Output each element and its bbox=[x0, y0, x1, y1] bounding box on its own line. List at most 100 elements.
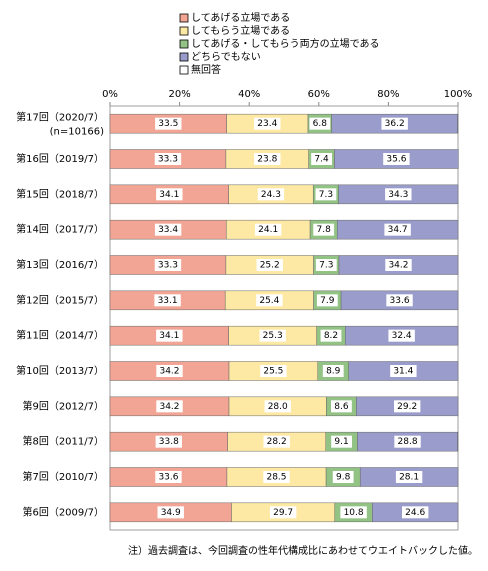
value-label: 7.4 bbox=[314, 155, 329, 165]
value-label-box bbox=[381, 117, 408, 130]
value-label-box bbox=[254, 223, 282, 236]
value-label: 33.8 bbox=[159, 437, 179, 447]
value-label-box bbox=[395, 471, 423, 483]
value-label: 33.5 bbox=[158, 119, 178, 129]
value-label: 32.4 bbox=[392, 331, 412, 341]
category-label: 第7回（2010/7） bbox=[22, 470, 104, 483]
value-label: 36.2 bbox=[385, 119, 405, 129]
value-label-box bbox=[154, 294, 181, 307]
value-label-box bbox=[401, 506, 429, 519]
value-label-box bbox=[315, 188, 337, 201]
category-label: 第11回（2014/7） bbox=[16, 329, 104, 342]
value-label-box bbox=[313, 223, 335, 236]
value-label: 28.0 bbox=[268, 402, 288, 412]
value-label-box bbox=[256, 294, 283, 307]
x-tick-label: 60% bbox=[308, 89, 330, 100]
value-label-box bbox=[393, 400, 421, 413]
value-label-box bbox=[388, 329, 415, 342]
value-label: 25.3 bbox=[263, 331, 283, 341]
value-label: 34.1 bbox=[159, 331, 179, 341]
value-label: 7.8 bbox=[317, 225, 332, 235]
legend-swatch bbox=[179, 26, 189, 36]
sample-size: (n=10166) bbox=[50, 127, 104, 138]
value-label: 23.4 bbox=[257, 119, 277, 129]
category-label: 第8回（2011/7） bbox=[22, 435, 104, 448]
value-label-box bbox=[156, 365, 183, 377]
value-label: 28.5 bbox=[266, 473, 286, 483]
value-label-box bbox=[316, 294, 338, 307]
value-label-box bbox=[340, 506, 367, 519]
value-label: 33.3 bbox=[158, 261, 178, 271]
value-label: 24.1 bbox=[258, 225, 278, 235]
value-label-box bbox=[156, 188, 183, 201]
category-label: 第10回（2013/7） bbox=[16, 364, 104, 377]
value-label: 34.1 bbox=[159, 190, 179, 200]
value-label-box bbox=[154, 223, 182, 236]
value-label-box bbox=[264, 400, 291, 413]
value-label: 24.6 bbox=[405, 508, 425, 518]
value-label: 23.8 bbox=[257, 155, 277, 165]
value-label: 8.9 bbox=[326, 367, 341, 377]
category-label: 第15回（2018/7） bbox=[16, 187, 104, 200]
value-label: 34.2 bbox=[388, 261, 408, 271]
value-label-box bbox=[385, 188, 412, 201]
category-label: 第13回（2016/7） bbox=[16, 258, 104, 271]
legend-swatch bbox=[179, 52, 189, 62]
x-tick-label: 0% bbox=[102, 89, 118, 100]
legend-label: どちらでもない bbox=[191, 51, 261, 63]
value-label: 25.2 bbox=[260, 261, 280, 271]
value-label: 33.4 bbox=[158, 225, 178, 235]
value-label: 28.1 bbox=[399, 473, 419, 483]
value-label: 29.2 bbox=[397, 402, 417, 412]
category-label: 第9回（2012/7） bbox=[22, 399, 104, 412]
category-label: 第16回（2019/7） bbox=[16, 152, 104, 165]
value-label-box bbox=[256, 259, 283, 271]
value-label-box bbox=[331, 435, 352, 448]
value-label: 10.8 bbox=[344, 508, 364, 518]
legend-swatch bbox=[179, 65, 189, 75]
legend-label: 無回答 bbox=[191, 63, 221, 76]
value-label-box bbox=[390, 365, 417, 377]
value-label-box bbox=[322, 365, 344, 377]
legend-label: してあげる立場である bbox=[191, 11, 290, 24]
value-label-box bbox=[254, 117, 281, 130]
value-label: 7.3 bbox=[319, 261, 333, 271]
value-label-box bbox=[157, 506, 184, 519]
value-label: 34.2 bbox=[159, 367, 179, 377]
value-label-box bbox=[155, 117, 182, 130]
value-label-box bbox=[257, 188, 285, 201]
value-label-box bbox=[154, 259, 182, 271]
footnote: 注）過去調査は、今回調査の性年代構成比にあわせてウエイトバックした値。 bbox=[128, 544, 478, 557]
value-label: 8.2 bbox=[324, 331, 338, 341]
value-label: 9.8 bbox=[336, 473, 351, 483]
value-label: 28.8 bbox=[398, 437, 418, 447]
value-label: 35.6 bbox=[386, 155, 406, 165]
value-label-box bbox=[394, 435, 421, 448]
value-label-box bbox=[386, 294, 413, 307]
value-label: 7.3 bbox=[319, 190, 333, 200]
x-tick-label: 20% bbox=[168, 89, 190, 100]
value-label: 24.3 bbox=[261, 190, 281, 200]
value-label-box bbox=[384, 223, 411, 236]
legend-swatch bbox=[179, 13, 189, 23]
value-label-box bbox=[156, 400, 183, 413]
value-label-box bbox=[331, 400, 352, 413]
value-label: 29.7 bbox=[273, 508, 293, 518]
value-label-box bbox=[309, 117, 331, 130]
value-label-box bbox=[254, 153, 281, 165]
x-tick-label: 40% bbox=[238, 89, 260, 100]
value-label: 33.6 bbox=[390, 296, 410, 306]
value-label: 28.2 bbox=[267, 437, 287, 447]
value-label-box bbox=[315, 259, 337, 271]
value-label-box bbox=[332, 471, 354, 483]
value-label-box bbox=[155, 435, 183, 448]
value-label: 33.3 bbox=[158, 155, 178, 165]
value-label-box bbox=[156, 329, 183, 342]
value-label-box bbox=[263, 471, 290, 483]
value-label: 25.5 bbox=[263, 367, 283, 377]
value-label-box bbox=[311, 153, 332, 165]
value-label-box bbox=[259, 329, 286, 342]
value-label: 8.6 bbox=[334, 402, 349, 412]
value-label: 34.9 bbox=[161, 508, 181, 518]
legend-label: してあげる・してもらう両方の立場である bbox=[191, 37, 380, 50]
